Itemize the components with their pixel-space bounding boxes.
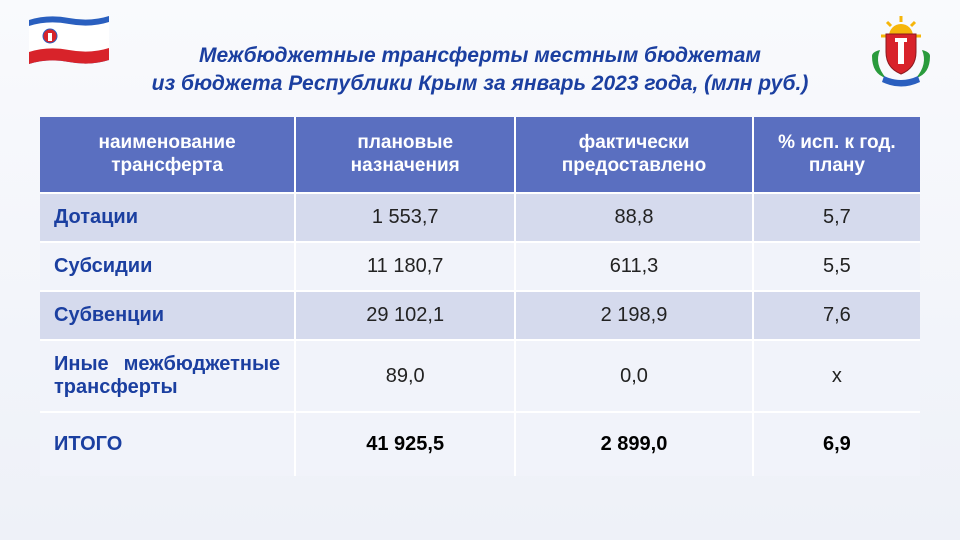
- cell-name: Иные межбюджетные трансферты: [40, 340, 295, 412]
- col-name: наименование трансферта: [40, 117, 295, 194]
- table-row: Иные межбюджетные трансферты 89,0 0,0 х: [40, 340, 920, 412]
- cell-fact: 0,0: [515, 340, 753, 412]
- title-line-1: Межбюджетные трансферты местным бюджетам: [199, 44, 761, 67]
- table-row: Субвенции 29 102,1 2 198,9 7,6: [40, 291, 920, 340]
- cell-plan: 1 553,7: [295, 193, 515, 242]
- cell-plan: 89,0: [295, 340, 515, 412]
- col-pct: % исп. к год. плану: [753, 117, 920, 194]
- table-header-row: наименование трансферта плановые назначе…: [40, 117, 920, 194]
- cell-plan: 29 102,1: [295, 291, 515, 340]
- cell-total-plan: 41 925,5: [295, 412, 515, 476]
- cell-total-fact: 2 899,0: [515, 412, 753, 476]
- cell-fact: 611,3: [515, 242, 753, 291]
- cell-pct: 5,7: [753, 193, 920, 242]
- table-row: Субсидии 11 180,7 611,3 5,5: [40, 242, 920, 291]
- transfers-table: наименование трансферта плановые назначе…: [40, 117, 920, 477]
- cell-fact: 2 198,9: [515, 291, 753, 340]
- cell-fact: 88,8: [515, 193, 753, 242]
- crimea-flag-icon: [28, 12, 110, 68]
- cell-total-pct: 6,9: [753, 412, 920, 476]
- cell-name: Субвенции: [40, 291, 295, 340]
- cell-pct: 7,6: [753, 291, 920, 340]
- cell-pct: х: [753, 340, 920, 412]
- page-title: Межбюджетные трансферты местным бюджетам…: [0, 0, 960, 99]
- title-line-2: из бюджета Республики Крым за январь 202…: [152, 72, 809, 95]
- table-total-row: ИТОГО 41 925,5 2 899,0 6,9: [40, 412, 920, 476]
- cell-name: Субсидии: [40, 242, 295, 291]
- col-plan: плановые назначения: [295, 117, 515, 194]
- col-fact: фактически предоставлено: [515, 117, 753, 194]
- cell-total-name: ИТОГО: [40, 412, 295, 476]
- cell-pct: 5,5: [753, 242, 920, 291]
- crimea-coat-of-arms-icon: [862, 10, 940, 88]
- cell-plan: 11 180,7: [295, 242, 515, 291]
- cell-name: Дотации: [40, 193, 295, 242]
- table-row: Дотации 1 553,7 88,8 5,7: [40, 193, 920, 242]
